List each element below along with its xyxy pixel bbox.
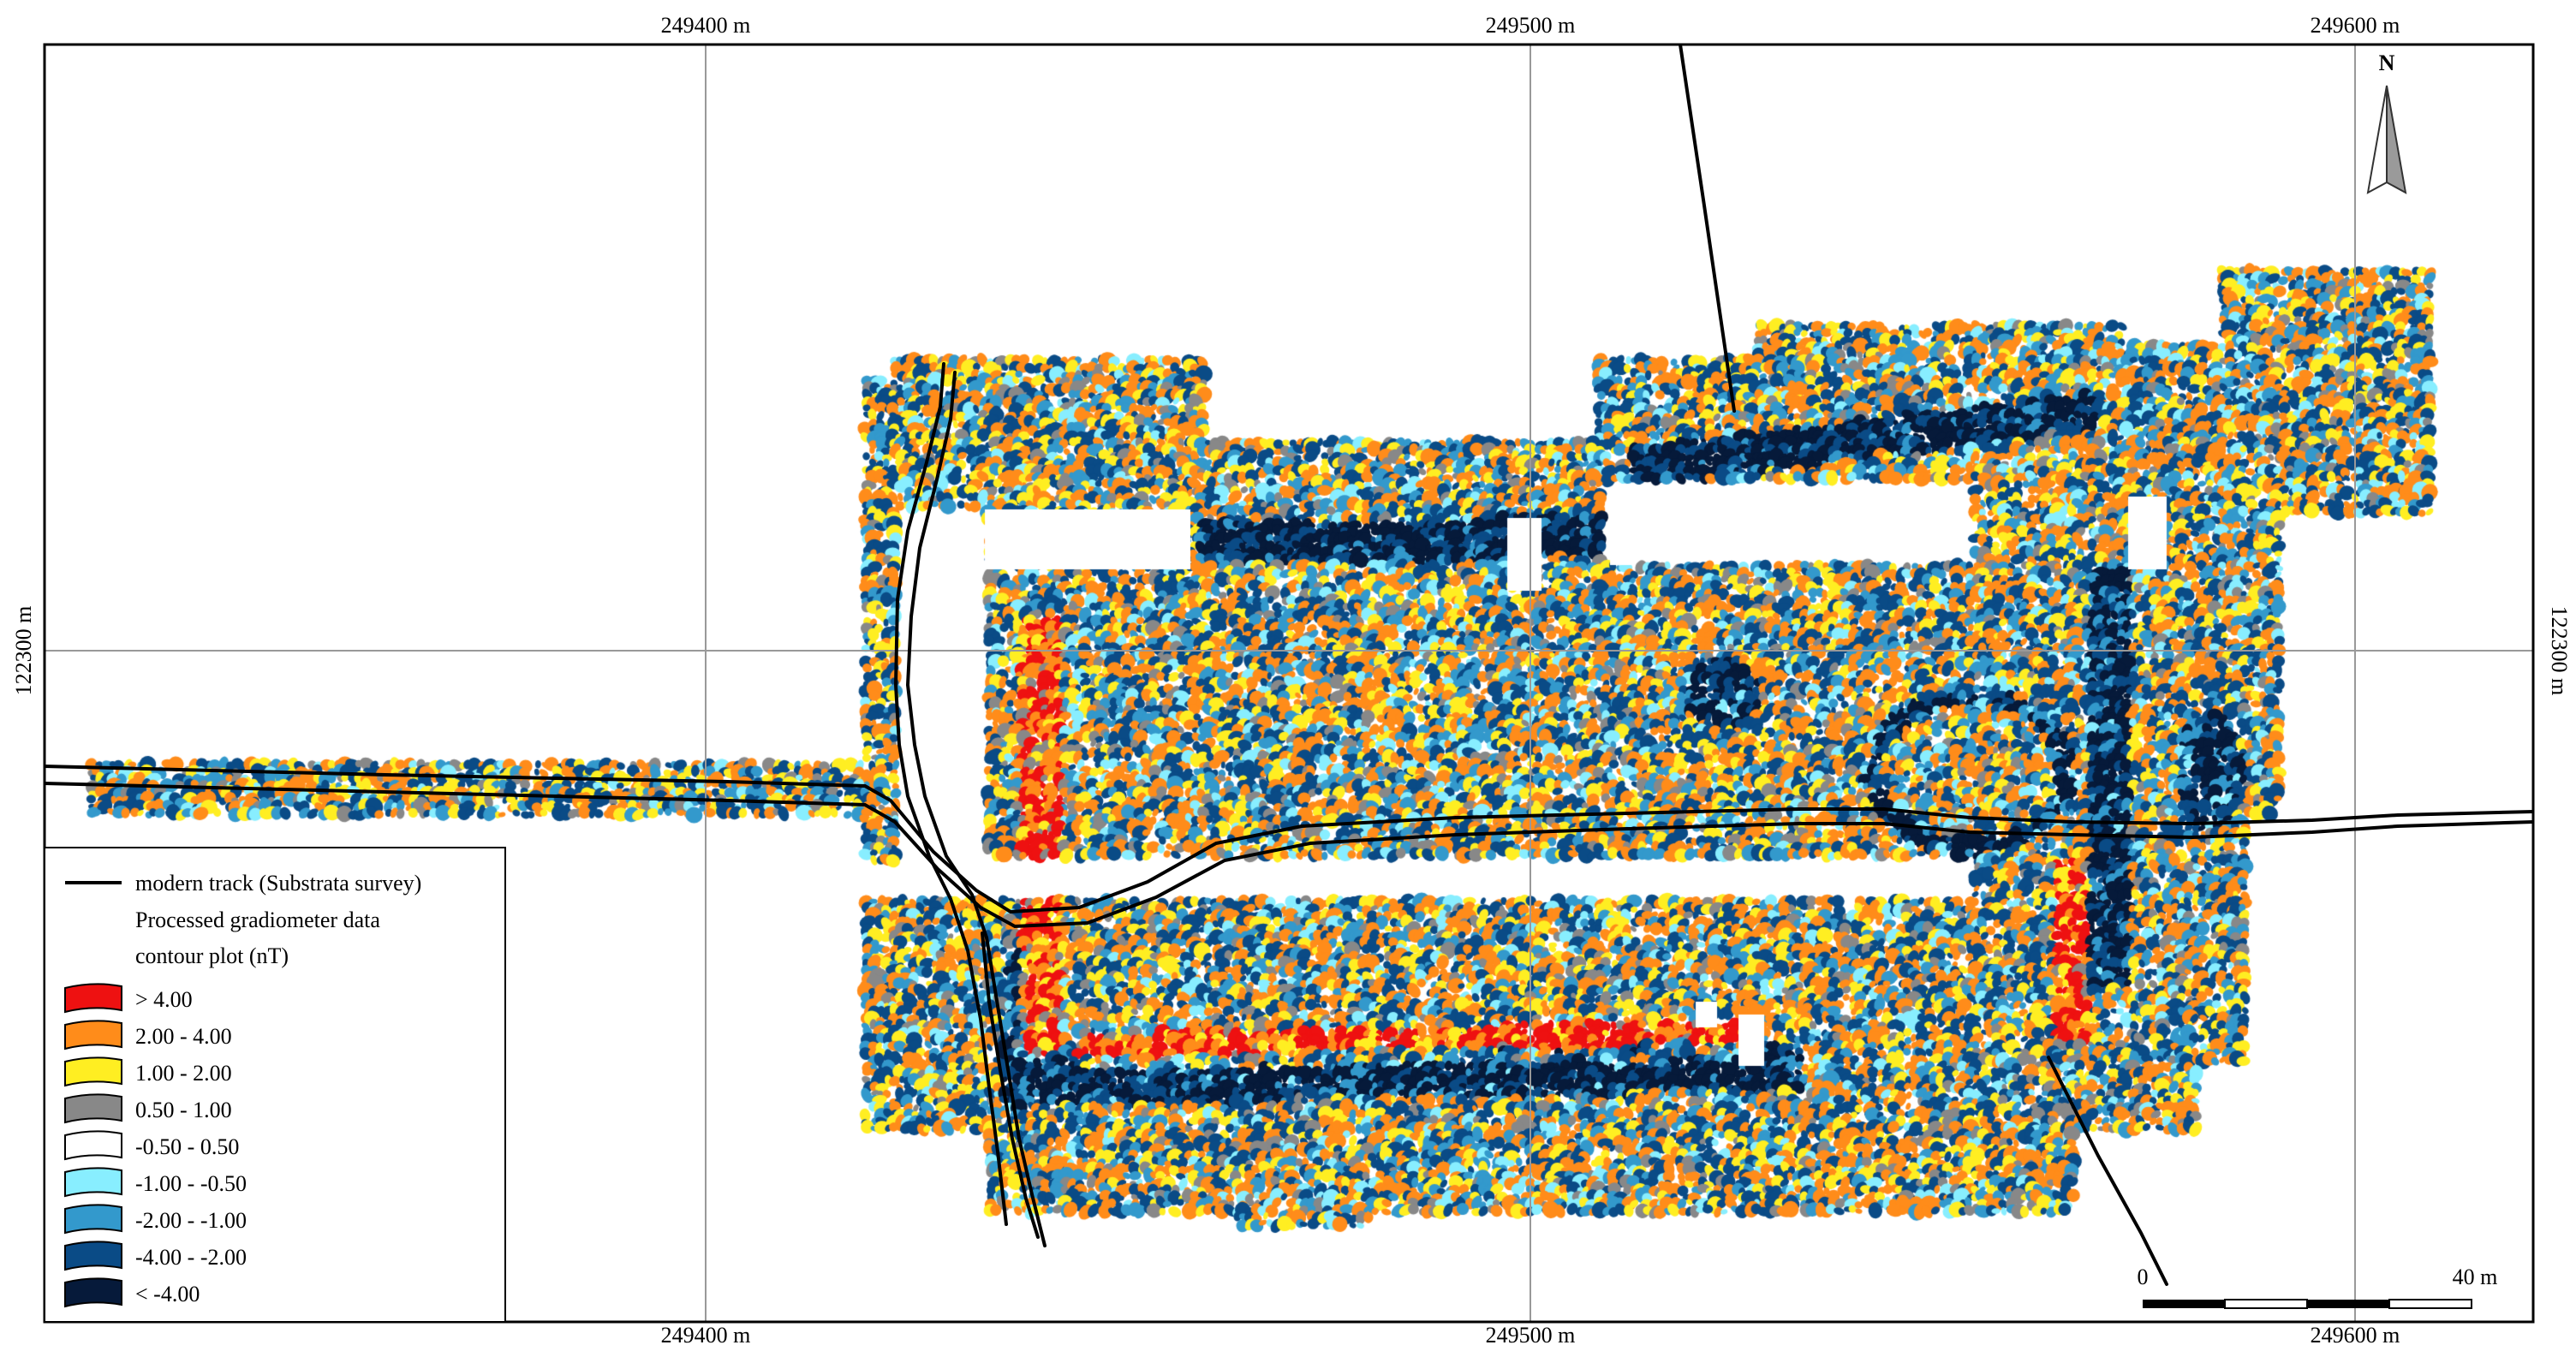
- legend-class-label: -4.00 - -2.00: [135, 1245, 247, 1270]
- legend-track-label: modern track (Substrata survey): [135, 871, 421, 896]
- legend-class-item: -1.00 - -0.50: [64, 1167, 247, 1198]
- legend-class-label: -2.00 - -1.00: [135, 1208, 247, 1233]
- legend-class-label: -1.00 - -0.50: [135, 1171, 247, 1196]
- legend-swatch: [64, 1204, 122, 1235]
- legend-class-item: 1.00 - 2.00: [64, 1056, 232, 1087]
- legend-swatch: [64, 1056, 122, 1087]
- legend-class-label: < -4.00: [135, 1282, 200, 1306]
- legend-swatch: [64, 983, 122, 1014]
- legend-class-item: > 4.00: [64, 983, 193, 1014]
- top-label-249400: 249400 m: [661, 13, 751, 38]
- legend-classes: > 4.00 2.00 - 4.00 1.00 - 2.00 0.50 - 1.00 -…: [64, 983, 247, 1308]
- bottom-label-249400: 249400 m: [661, 1323, 751, 1345]
- north-arrow-icon: [2366, 85, 2407, 194]
- right-label-122300: 122300 m: [2547, 606, 2572, 696]
- legend-swatch: [64, 1277, 122, 1308]
- legend-class-item: -4.00 - -2.00: [64, 1241, 247, 1271]
- scale-start-label: 0: [2138, 1265, 2149, 1289]
- legend-class-label: > 4.00: [135, 987, 193, 1012]
- map-frame: [43, 43, 2535, 1324]
- track-north-south-2: [905, 371, 1046, 1247]
- track-north-south-1: [893, 362, 1008, 1226]
- bottom-label-249600: 249600 m: [2311, 1323, 2400, 1345]
- legend-class-label: 0.50 - 1.00: [135, 1098, 232, 1122]
- north-letter: N: [2379, 51, 2395, 75]
- legend-class-item: -0.50 - 0.50: [64, 1130, 239, 1161]
- top-label-249500: 249500 m: [1486, 13, 1576, 38]
- map-legend: modern track (Substrata survey) Processe…: [44, 847, 506, 1323]
- legend-swatch: [64, 1093, 122, 1124]
- legend-data-title-2: contour plot (nT): [135, 943, 289, 968]
- grid-lines: [45, 45, 2533, 1322]
- left-label-122300: 122300 m: [11, 606, 36, 696]
- track-diagonal-south: [2047, 1056, 2168, 1286]
- legend-swatch: [64, 1167, 122, 1198]
- legend-class-item: < -4.00: [64, 1277, 200, 1308]
- scale-bar: 0 40 m: [2138, 1265, 2498, 1309]
- track-east-west-lower: [45, 782, 2533, 929]
- track-diagonal-north: [1679, 45, 1736, 413]
- north-arrow: N: [2366, 51, 2407, 194]
- coordinate-labels: 249400 m 249500 m 249600 m 249400 m 2495…: [11, 13, 2572, 1345]
- legend-swatch: [64, 1020, 122, 1050]
- legend-class-label: -0.50 - 0.50: [135, 1134, 239, 1159]
- legend-class-item: 0.50 - 1.00: [64, 1093, 232, 1124]
- legend-class-label: 1.00 - 2.00: [135, 1061, 232, 1086]
- legend-data-title-1: Processed gradiometer data: [135, 908, 380, 932]
- legend-class-item: -2.00 - -1.00: [64, 1204, 247, 1235]
- bottom-label-249500: 249500 m: [1486, 1323, 1576, 1345]
- legend-swatch: [64, 1241, 122, 1271]
- scale-end-label: 40 m: [2453, 1265, 2498, 1289]
- track-north-south-3: [981, 931, 1040, 1239]
- legend-class-item: 2.00 - 4.00: [64, 1020, 232, 1050]
- track-east-west-upper: [45, 765, 2533, 914]
- modern-tracks: [45, 45, 2533, 1286]
- legend-class-label: 2.00 - 4.00: [135, 1024, 232, 1049]
- legend-swatch: [64, 1130, 122, 1161]
- top-label-249600: 249600 m: [2311, 13, 2400, 38]
